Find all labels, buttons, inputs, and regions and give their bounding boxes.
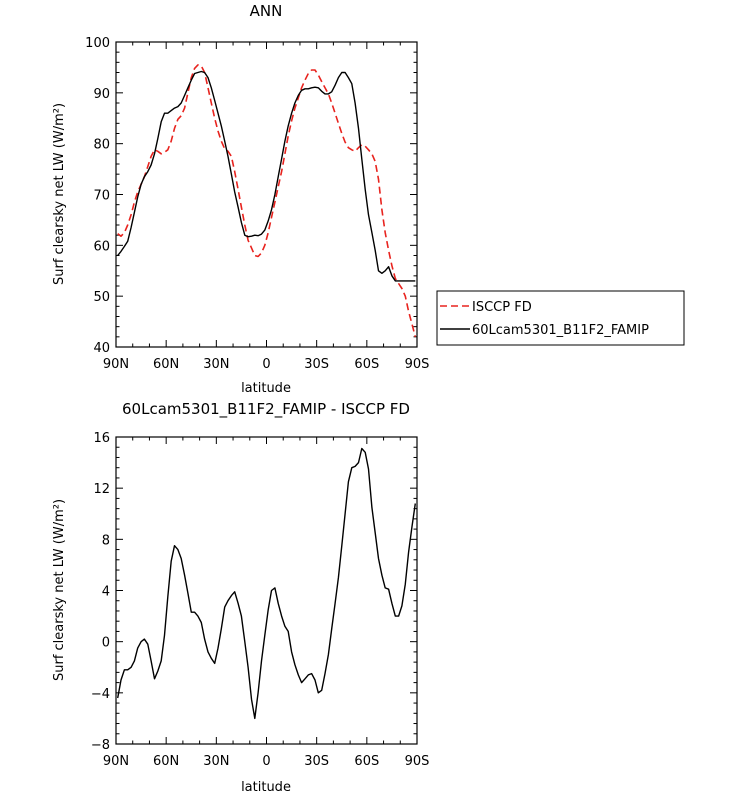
bottom-x-tick-label: 30S xyxy=(304,754,329,769)
top-series-line-model xyxy=(117,70,416,282)
bottom-x-tick-label: 60S xyxy=(354,754,379,769)
top-panel: ANN 90N 60N 30N 0 30S 60S 90S 40 50 60 70 80 90 100 l… xyxy=(52,2,685,396)
top-series-line-isccp xyxy=(117,64,417,338)
bottom-y-tick-label: −4 xyxy=(91,687,110,702)
legend-label-isccp: ISCCP FD xyxy=(472,300,532,315)
top-x-tick-label: 30S xyxy=(304,357,329,372)
bottom-panel-y-axis-title: Surf clearsky net LW (W/m²) xyxy=(52,499,67,681)
top-y-tick-label: 40 xyxy=(93,341,110,356)
top-y-tick-label: 80 xyxy=(93,138,110,153)
bottom-y-tick-label: −8 xyxy=(91,738,110,753)
bottom-y-tick-label: 12 xyxy=(93,482,110,497)
bottom-x-tick-label: 60N xyxy=(153,754,179,769)
bottom-y-tick-label: 8 xyxy=(102,533,110,548)
bottom-panel-title: 60Lcam5301_B11F2_FAMIP - ISCCP FD xyxy=(122,400,410,419)
top-y-tick-label: 60 xyxy=(93,239,110,254)
bottom-series-line-difference xyxy=(117,447,416,720)
legend-label-model: 60Lcam5301_B11F2_FAMIP xyxy=(472,323,649,338)
top-x-tick-label: 90N xyxy=(103,357,129,372)
bottom-panel-frame xyxy=(115,436,418,745)
bottom-panel: 60Lcam5301_B11F2_FAMIP - ISCCP FD 90N 60N… xyxy=(52,400,429,795)
top-y-tick-label: 90 xyxy=(93,87,110,102)
top-x-tick-label: 60S xyxy=(354,357,379,372)
bottom-x-tick-label: 0 xyxy=(262,754,270,769)
top-y-tick-label: 70 xyxy=(93,189,110,204)
bottom-y-tick-label: 4 xyxy=(102,585,110,600)
top-panel-y-axis-title: Surf clearsky net LW (W/m²) xyxy=(52,103,67,285)
bottom-x-tick-label: 30N xyxy=(203,754,229,769)
top-x-tick-label: 0 xyxy=(262,357,270,372)
bottom-panel-x-axis-title: latitude xyxy=(241,780,291,795)
legend-box xyxy=(436,290,685,346)
top-y-tick-label: 100 xyxy=(85,36,110,51)
top-panel-x-axis-title: latitude xyxy=(241,381,291,396)
top-panel-legend: ISCCP FD 60Lcam5301_B11F2_FAMIP xyxy=(436,290,685,346)
bottom-x-tick-label: 90N xyxy=(103,754,129,769)
top-x-tick-label: 90S xyxy=(405,357,430,372)
bottom-y-tick-label: 16 xyxy=(93,431,110,446)
bottom-x-tick-label: 90S xyxy=(405,754,430,769)
top-panel-frame xyxy=(115,41,418,348)
top-x-tick-label: 30N xyxy=(203,357,229,372)
top-panel-title: ANN xyxy=(250,2,283,20)
top-y-tick-label: 50 xyxy=(93,290,110,305)
top-x-tick-label: 60N xyxy=(153,357,179,372)
bottom-y-tick-label: 0 xyxy=(102,636,110,651)
